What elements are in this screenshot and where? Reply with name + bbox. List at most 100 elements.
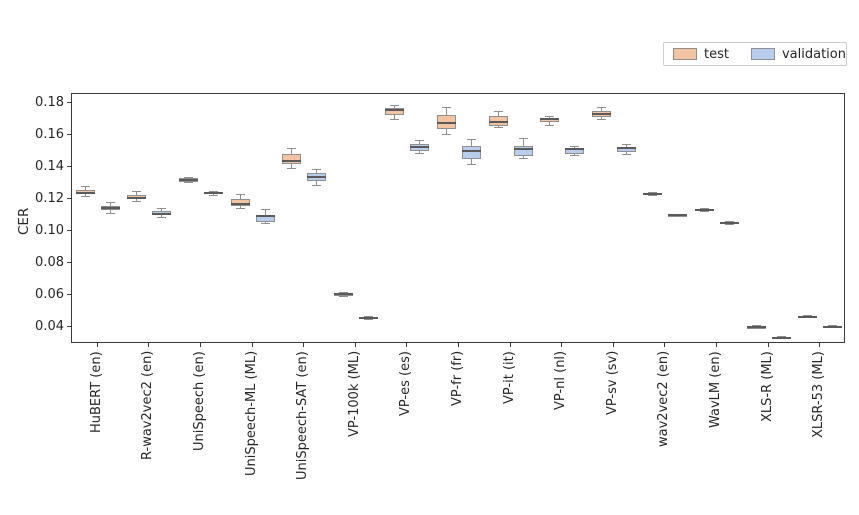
x-tick-label-9: VP-it (it) (501, 351, 517, 404)
whisker-cap-low-validation-8 (467, 164, 476, 166)
legend-label-test: test (704, 46, 729, 62)
median-test-15 (798, 315, 818, 318)
x-tick-label-6: VP-100k (ML) (346, 351, 362, 438)
whisker-cap-high-test-5 (287, 147, 297, 149)
y-tick-label: 0.16 (35, 126, 64, 142)
x-tick-mark (458, 343, 459, 347)
median-test-8 (437, 121, 456, 124)
whisker-cap-high-test-6 (338, 292, 348, 294)
x-tick-mark (561, 343, 563, 347)
x-tick-label-11: VP-sv (sv) (604, 351, 620, 416)
y-tick-label: 0.08 (35, 254, 64, 270)
whisker-cap-low-validation-10 (570, 154, 580, 156)
median-test-13 (695, 209, 714, 212)
whisker-cap-high-test-4 (235, 194, 245, 196)
legend-swatch-validation-icon (750, 48, 775, 60)
whisker-cap-high-validation-13 (725, 221, 734, 223)
y-tick-label: 0.06 (35, 286, 64, 302)
whisker-cap-low-test-9 (493, 127, 503, 129)
median-validation-15 (823, 325, 843, 328)
x-tick-mark (251, 343, 253, 347)
y-tick-mark (67, 326, 71, 328)
y-tick-label: 0.04 (35, 318, 64, 334)
x-tick-mark (148, 343, 150, 347)
x-tick-mark (354, 343, 356, 347)
x-tick-mark (406, 343, 408, 347)
whisker-cap-low-validation-4 (260, 223, 270, 225)
x-tick-label-12: wav2vec2 (en) (656, 351, 672, 448)
y-tick-mark (67, 134, 71, 136)
whisker-cap-low-validation-6 (363, 319, 373, 321)
whisker-cap-low-test-8 (442, 134, 451, 136)
median-test-1 (75, 191, 95, 194)
whisker-cap-low-test-1 (80, 195, 90, 197)
x-tick-label-7: VP-es (es) (398, 351, 414, 416)
whisker-cap-high-validation-4 (260, 209, 270, 211)
median-validation-13 (720, 221, 739, 224)
whisker-cap-high-test-3 (184, 176, 193, 178)
x-tick-mark (767, 343, 769, 347)
whisker-cap-high-test-15 (803, 314, 813, 316)
whisker-cap-high-test-2 (132, 190, 142, 192)
legend-label-validation: validation (781, 46, 846, 62)
whisker-cap-high-test-14 (751, 325, 761, 327)
x-tick-mark (612, 343, 614, 347)
y-tick-mark (67, 294, 71, 296)
whisker-cap-high-test-11 (596, 107, 606, 109)
whisker-cap-high-validation-12 (673, 213, 683, 215)
median-validation-7 (410, 145, 430, 148)
whisker-cap-low-validation-2 (157, 216, 167, 218)
y-tick-mark (67, 230, 71, 232)
median-validation-2 (152, 212, 172, 215)
legend-swatch-test-icon (673, 48, 697, 60)
box-validation-9 (513, 145, 533, 156)
x-tick-label-13: WavLM (en) (708, 351, 723, 428)
median-validation-12 (668, 214, 688, 217)
median-test-5 (282, 160, 302, 163)
median-test-6 (333, 293, 353, 296)
median-test-11 (591, 112, 611, 115)
whisker-cap-low-test-13 (700, 210, 709, 212)
whisker-cap-high-validation-1 (105, 202, 115, 204)
whisker-cap-high-test-8 (442, 107, 451, 109)
whisker-cap-high-test-7 (390, 105, 400, 107)
median-test-7 (385, 109, 405, 112)
median-validation-8 (462, 149, 481, 152)
median-validation-3 (204, 192, 223, 195)
legend-item-validation: validation (750, 46, 846, 62)
x-tick-label-10: VP-nl (nl) (553, 351, 569, 411)
whisker-cap-low-validation-5 (312, 184, 322, 186)
y-tick-label: 0.14 (35, 158, 64, 174)
median-test-14 (746, 326, 766, 329)
median-validation-6 (358, 317, 378, 320)
whisker-cap-high-validation-3 (209, 190, 218, 192)
whisker-cap-low-test-14 (751, 328, 761, 330)
y-tick-label: 0.10 (35, 222, 64, 238)
whisker-cap-high-validation-10 (570, 145, 580, 147)
whisker-cap-high-validation-5 (312, 169, 322, 171)
whisker-cap-low-test-5 (287, 168, 297, 170)
whisker-cap-high-validation-6 (363, 316, 373, 318)
plot-area (71, 93, 845, 343)
whisker-cap-low-validation-3 (209, 195, 218, 197)
x-tick-label-5: UniSpeech-SAT (en) (295, 351, 311, 480)
y-tick-label: 0.12 (35, 190, 64, 206)
whisker-cap-high-validation-9 (518, 138, 528, 140)
x-tick-label-15: XLSR-53 (ML) (811, 351, 827, 438)
median-validation-1 (100, 207, 120, 210)
legend-item-test: test (673, 47, 729, 62)
y-tick-mark (67, 262, 71, 264)
whisker-cap-high-validation-7 (415, 140, 425, 142)
whisker-cap-low-validation-11 (621, 153, 631, 155)
x-tick-mark (200, 343, 201, 347)
median-validation-9 (513, 148, 533, 151)
x-tick-label-2: R-wav2vec2 (en) (140, 351, 156, 461)
whisker-cap-high-test-1 (80, 185, 90, 187)
whisker-cap-high-validation-8 (467, 139, 476, 141)
median-validation-14 (771, 336, 791, 339)
median-test-10 (540, 118, 560, 121)
median-validation-5 (307, 176, 327, 179)
median-validation-4 (255, 215, 275, 218)
whisker-cap-high-validation-11 (621, 143, 631, 145)
